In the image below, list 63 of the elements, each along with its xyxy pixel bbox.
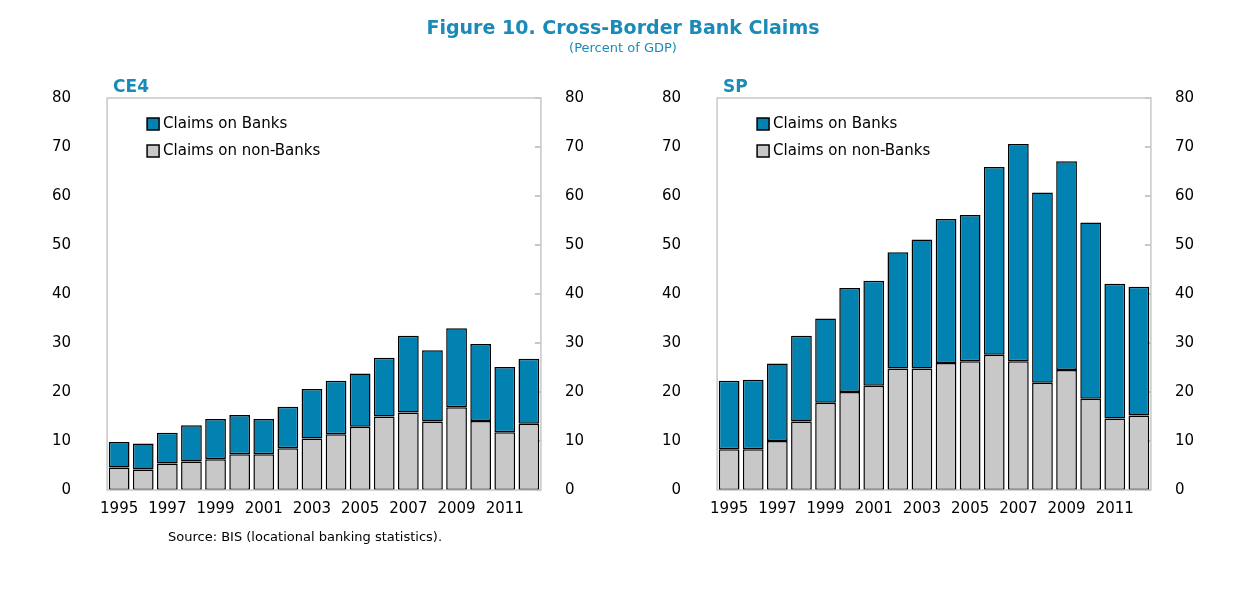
y-tick-label: 20 (661, 381, 682, 400)
legend-label: Claims on non-Banks (163, 140, 321, 159)
y2-tick-label: 10 (1174, 430, 1195, 449)
y-tick-label: 70 (661, 136, 682, 155)
y-tick-label: 40 (661, 283, 682, 302)
chart-title: SP (723, 75, 748, 96)
x-tick-label: 2005 (341, 498, 380, 517)
y-tick-label: 50 (51, 234, 72, 253)
y2-tick-label: 10 (564, 430, 585, 449)
y2-tick-label: 50 (564, 234, 585, 253)
y-tick-label: 70 (51, 136, 72, 155)
chart-title: CE4 (113, 75, 150, 96)
y-tick-label: 20 (51, 381, 72, 400)
y2-tick-label: 0 (564, 479, 575, 498)
y2-tick-label: 70 (1174, 136, 1195, 155)
x-tick-label: 2001 (244, 498, 283, 517)
legend-label: Claims on Banks (163, 113, 288, 132)
y2-tick-label: 0 (1174, 479, 1185, 498)
x-tick-label: 2009 (437, 498, 476, 517)
y2-tick-label: 80 (564, 87, 585, 106)
y2-tick-label: 20 (1174, 381, 1195, 400)
x-tick-label: 2011 (485, 498, 524, 517)
legend-label: Claims on Banks (773, 113, 898, 132)
text: (Percent of GDP) (568, 40, 678, 55)
y-tick-label: 0 (61, 479, 72, 498)
y-tick-label: 60 (51, 185, 72, 204)
x-tick-label: 1995 (710, 498, 749, 517)
y2-tick-label: 30 (564, 332, 585, 351)
y-tick-label: 30 (661, 332, 682, 351)
x-tick-label: 2005 (951, 498, 990, 517)
x-tick-label: 2001 (854, 498, 893, 517)
y-tick-label: 60 (661, 185, 682, 204)
x-tick-label: 2003 (902, 498, 942, 517)
legend-label: Claims on non-Banks (773, 140, 931, 159)
y-tick-label: 50 (661, 234, 682, 253)
y2-tick-label: 20 (564, 381, 585, 400)
y-tick-label: 0 (671, 479, 682, 498)
source-note: Source: BIS (locational banking statistics). (168, 529, 444, 544)
x-tick-label: 1999 (196, 498, 235, 517)
x-tick-label: 2007 (999, 498, 1038, 517)
y-tick-label: 10 (51, 430, 72, 449)
y-tick-label: 80 (51, 87, 72, 106)
y2-tick-label: 30 (1174, 332, 1195, 351)
y2-tick-label: 60 (1174, 185, 1195, 204)
y-tick-label: 40 (51, 283, 72, 302)
x-tick-label: 2011 (1095, 498, 1134, 517)
x-tick-label: 1995 (100, 498, 139, 517)
y2-tick-label: 70 (564, 136, 585, 155)
x-tick-label: 1999 (806, 498, 845, 517)
y2-tick-label: 80 (1174, 87, 1195, 106)
y-tick-label: 10 (661, 430, 682, 449)
y2-tick-label: 50 (1174, 234, 1195, 253)
y-tick-label: 30 (51, 332, 72, 351)
x-tick-label: 2007 (389, 498, 428, 517)
text: Figure 10. Cross-Border Bank Claims (425, 16, 821, 38)
x-tick-label: 1997 (148, 498, 187, 517)
y2-tick-label: 60 (564, 185, 585, 204)
y2-tick-label: 40 (1174, 283, 1195, 302)
x-tick-label: 1997 (758, 498, 797, 517)
x-tick-label: 2009 (1047, 498, 1086, 517)
x-tick-label: 2003 (292, 498, 332, 517)
y-tick-label: 80 (661, 87, 682, 106)
y2-tick-label: 40 (564, 283, 585, 302)
